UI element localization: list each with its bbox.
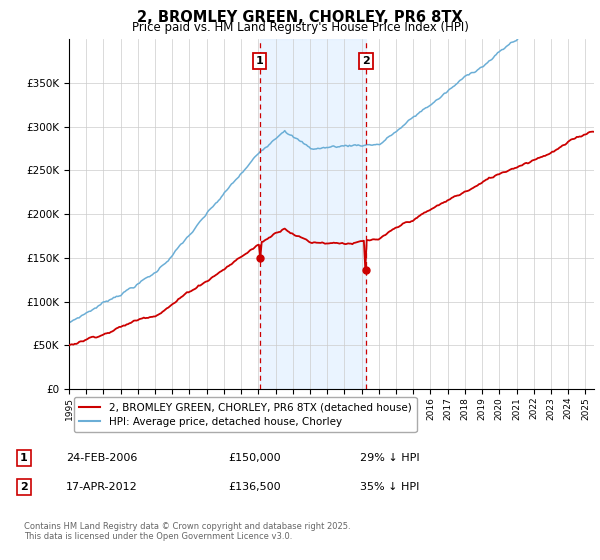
Legend: 2, BROMLEY GREEN, CHORLEY, PR6 8TX (detached house), HPI: Average price, detache: 2, BROMLEY GREEN, CHORLEY, PR6 8TX (deta… <box>74 397 416 432</box>
Text: 1: 1 <box>256 56 263 66</box>
Text: 35% ↓ HPI: 35% ↓ HPI <box>360 482 419 492</box>
Text: 29% ↓ HPI: 29% ↓ HPI <box>360 453 419 463</box>
Text: 2: 2 <box>20 482 28 492</box>
Text: 24-FEB-2006: 24-FEB-2006 <box>66 453 137 463</box>
Bar <box>260 39 366 389</box>
Text: 1: 1 <box>20 453 28 463</box>
Text: Price paid vs. HM Land Registry's House Price Index (HPI): Price paid vs. HM Land Registry's House … <box>131 21 469 34</box>
Text: 17-APR-2012: 17-APR-2012 <box>66 482 138 492</box>
Text: £150,000: £150,000 <box>228 453 281 463</box>
Text: £136,500: £136,500 <box>228 482 281 492</box>
Text: 2: 2 <box>362 56 370 66</box>
Text: 2, BROMLEY GREEN, CHORLEY, PR6 8TX: 2, BROMLEY GREEN, CHORLEY, PR6 8TX <box>137 10 463 25</box>
Text: Contains HM Land Registry data © Crown copyright and database right 2025.
This d: Contains HM Land Registry data © Crown c… <box>24 522 350 542</box>
